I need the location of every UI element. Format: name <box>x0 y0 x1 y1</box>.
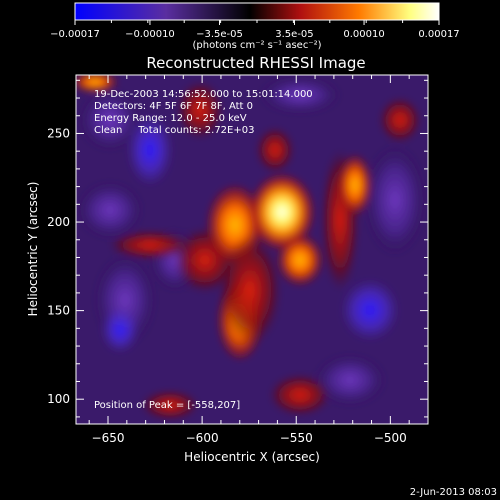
y-tick-label: 250 <box>47 126 70 140</box>
blob <box>128 115 172 185</box>
blob <box>250 174 314 250</box>
colorbar-tick-label: −3.5e-05 <box>196 29 243 40</box>
x-tick-label: −650 <box>92 431 125 445</box>
colorbar-tick-label: 0.00010 <box>343 29 384 40</box>
x-tick-label: −600 <box>186 431 219 445</box>
annotations: 19-Dec-2003 14:56:52.000 to 15:01:14.000… <box>94 89 313 411</box>
blob <box>76 75 117 92</box>
blob <box>339 155 371 215</box>
x-tick-label: −500 <box>374 431 407 445</box>
blob <box>380 98 420 142</box>
blob <box>102 308 138 352</box>
blob <box>110 231 190 259</box>
colorbar-unit-label: (photons cm⁻² s⁻¹ asec⁻²) <box>192 40 321 51</box>
annotation-time: 19-Dec-2003 14:56:52.000 to 15:01:14.000 <box>94 89 313 100</box>
blob <box>78 182 142 238</box>
y-axis-label: Heliocentric Y (arcsec) <box>26 182 40 317</box>
blob <box>178 82 222 138</box>
y-tick-label: 150 <box>47 304 70 318</box>
blob <box>257 128 293 172</box>
chart-title: Reconstructed RHESSI Image <box>146 54 365 72</box>
blob <box>220 235 280 345</box>
colorbar-tick-label: 0.00017 <box>418 29 459 40</box>
annotation-energy: Energy Range: 12.0 - 25.0 keV <box>94 113 247 124</box>
x-tick-label: −550 <box>280 431 313 445</box>
colorbar-tick-label: 3.5e-05 <box>275 29 313 40</box>
blob <box>142 391 198 419</box>
annotation-peak: Position of Peak = [-558,207] <box>94 400 240 411</box>
blob <box>365 145 425 255</box>
blob <box>80 90 140 150</box>
annotation-clean: Clean Total counts: 2.72E+03 <box>94 125 254 136</box>
blob <box>270 375 330 415</box>
annotation-detectors: Detectors: 4F 5F 6F 7F 8F, Att 0 <box>94 101 253 112</box>
colorbar: −0.00017 −0.00010 −3.5e-05 3.5e-05 0.00010 0.… <box>50 2 460 51</box>
blob <box>260 77 340 113</box>
x-axis-label: Heliocentric X (arcsec) <box>184 450 320 464</box>
blob <box>315 355 385 405</box>
plot-frame <box>75 74 429 425</box>
y-tick-label: 100 <box>47 392 70 406</box>
colorbar-tick-label: −0.00010 <box>125 29 175 40</box>
y-tick-label: 200 <box>47 215 70 229</box>
footer-date: 2-Jun-2013 08:03 <box>410 487 497 498</box>
blob <box>342 280 398 340</box>
blob <box>278 235 322 285</box>
heatmap-image <box>76 75 428 424</box>
colorbar-ticks: −0.00017 −0.00010 −3.5e-05 3.5e-05 0.00010 0.… <box>50 20 460 40</box>
colorbar-tick-label: −0.00017 <box>50 29 100 40</box>
colorbar-gradient <box>74 2 440 21</box>
axes: −650 −600 −550 −500 100 150 200 250 <box>47 74 429 445</box>
